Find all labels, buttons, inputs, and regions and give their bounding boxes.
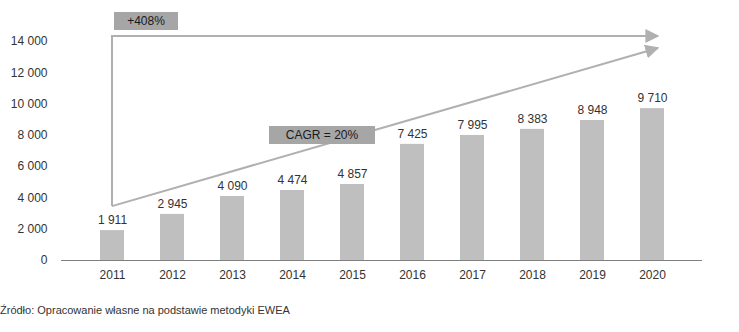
svg-text:2020: 2020 (639, 268, 666, 282)
svg-text:+408%: +408% (127, 14, 165, 28)
svg-text:4 000: 4 000 (17, 191, 47, 205)
svg-text:2016: 2016 (399, 268, 426, 282)
svg-text:4 474: 4 474 (277, 173, 307, 187)
svg-text:14 000: 14 000 (11, 34, 48, 48)
svg-text:7 425: 7 425 (397, 127, 427, 141)
svg-text:6 000: 6 000 (17, 159, 47, 173)
svg-text:0: 0 (41, 253, 48, 267)
svg-text:8 948: 8 948 (577, 103, 607, 117)
svg-text:7 995: 7 995 (457, 118, 487, 132)
svg-text:2011: 2011 (100, 268, 126, 282)
svg-text:2015: 2015 (339, 268, 366, 282)
svg-text:1 911: 1 911 (98, 213, 127, 227)
svg-text:12 000: 12 000 (11, 66, 48, 80)
svg-text:9 710: 9 710 (637, 91, 667, 105)
svg-text:2017: 2017 (459, 268, 486, 282)
svg-text:8 000: 8 000 (17, 128, 47, 142)
svg-text:2012: 2012 (159, 268, 186, 282)
svg-text:2019: 2019 (579, 268, 606, 282)
svg-text:2 945: 2 945 (157, 197, 187, 211)
svg-text:10 000: 10 000 (11, 97, 48, 111)
svg-text:2014: 2014 (279, 268, 306, 282)
svg-text:CAGR = 20%: CAGR = 20% (286, 128, 359, 142)
svg-text:2 000: 2 000 (17, 222, 47, 236)
svg-text:2013: 2013 (219, 268, 246, 282)
svg-text:4 090: 4 090 (217, 179, 247, 193)
svg-text:2018: 2018 (519, 268, 546, 282)
html-text:Źródło: Opracowanie własne na: Źródło: Opracowanie własne na podstawie … (0, 304, 290, 316)
svg-text:4 857: 4 857 (337, 167, 367, 181)
svg-text:8 383: 8 383 (517, 112, 547, 126)
